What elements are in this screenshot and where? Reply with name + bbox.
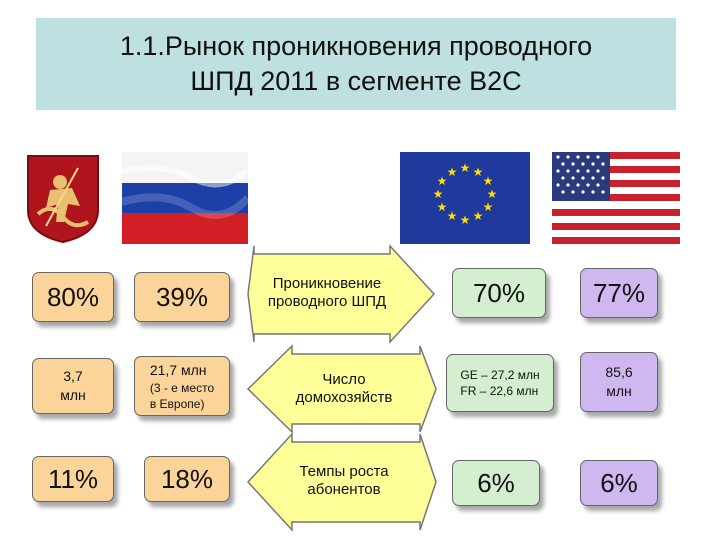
households-arrow xyxy=(246,344,437,434)
eu-flag-icon: ★ ★ ★ ★ ★ ★ ★ ★ ★ ★ ★ ★ xyxy=(400,152,530,244)
penetration-label: Проникновение проводного ШПД xyxy=(267,275,387,310)
svg-text:★: ★ xyxy=(473,209,484,223)
moscow-coat-of-arms-icon xyxy=(27,155,99,244)
svg-text:★: ★ xyxy=(437,200,448,214)
usa-flag-icon xyxy=(552,152,680,244)
usa-growth: 6% xyxy=(580,460,658,506)
penetration-arrow xyxy=(247,244,436,344)
svg-text:★: ★ xyxy=(483,174,494,188)
households-label: Число домохозяйств xyxy=(295,371,393,406)
svg-text:★: ★ xyxy=(447,209,458,223)
slide-title: 1.1.Рынок проникновения проводного ШПД 2… xyxy=(36,18,676,110)
svg-text:★: ★ xyxy=(487,187,498,201)
russia-growth: 18% xyxy=(144,456,230,502)
growth-label: Темпы роста абонентов xyxy=(299,463,389,498)
svg-text:★: ★ xyxy=(433,187,444,201)
svg-text:★: ★ xyxy=(437,174,448,188)
usa-households: 85,6 млн xyxy=(580,352,658,412)
svg-text:★: ★ xyxy=(447,165,458,179)
growth-arrow xyxy=(246,432,437,532)
svg-text:★: ★ xyxy=(483,200,494,214)
title-line-1: 1.1.Рынок проникновения проводного xyxy=(119,31,593,61)
europe-growth: 6% xyxy=(452,460,540,506)
usa-penetration: 77% xyxy=(580,268,658,318)
russia-penetration: 39% xyxy=(134,272,230,322)
russia-flag-icon xyxy=(122,152,248,244)
russia-households: 21,7 млн (3 - е место в Европе) xyxy=(134,356,230,416)
moscow-penetration: 80% xyxy=(32,272,114,322)
moscow-households: 3,7 млн xyxy=(32,358,114,414)
title-line-2: ШПД 2011 в сегменте B2C xyxy=(190,66,522,96)
moscow-growth: 11% xyxy=(32,456,114,502)
svg-text:★: ★ xyxy=(460,161,471,175)
svg-text:★: ★ xyxy=(473,165,484,179)
europe-penetration: 70% xyxy=(452,268,546,318)
svg-text:★: ★ xyxy=(460,213,471,227)
europe-households: GE – 27,2 млн FR – 22,6 млн xyxy=(446,354,554,412)
